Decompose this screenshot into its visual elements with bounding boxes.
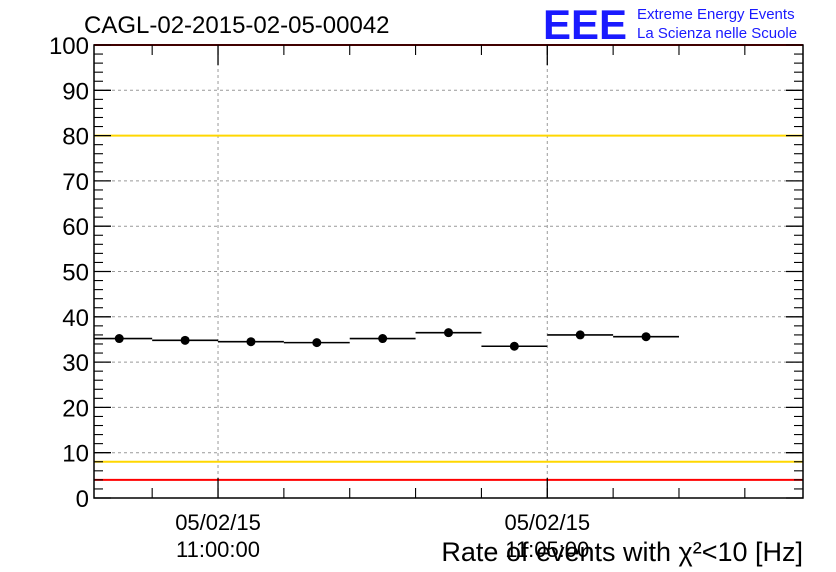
eee-logo: EEE Extreme Energy Events La Scienza nel…	[543, 1, 797, 48]
data-point	[378, 334, 388, 344]
grid-layer	[94, 45, 803, 498]
y-tick-label: 30	[62, 350, 89, 377]
y-tick-label: 20	[62, 395, 89, 422]
y-tick-label: 0	[76, 486, 89, 513]
data-series	[94, 328, 679, 351]
data-point	[180, 335, 190, 345]
eee-logo-mark: EEE	[543, 1, 627, 48]
eee-logo-line1: Extreme Energy Events	[637, 6, 795, 23]
reference-lines	[94, 44, 803, 481]
data-point	[641, 332, 651, 342]
x-tick-time-label: 11:05:00	[505, 537, 589, 562]
data-point	[312, 338, 322, 348]
chart-title: CAGL-02-2015-02-05-00042	[84, 12, 390, 39]
data-point	[114, 334, 124, 344]
x-tick-time-label: 11:00:00	[176, 537, 260, 562]
x-tick-date-label: 05/02/15	[175, 510, 261, 535]
data-point	[444, 328, 453, 338]
data-point	[509, 341, 519, 351]
eee-logo-line2: La Scienza nelle Scuole	[637, 25, 797, 42]
y-tick-label: 50	[62, 260, 89, 287]
y-tick-label: 40	[62, 305, 89, 332]
y-tick-label: 100	[49, 33, 89, 60]
y-tick-label: 70	[62, 169, 89, 196]
axes: 010203040506070809010005/02/1511:00:0005…	[49, 33, 803, 562]
y-tick-label: 90	[62, 78, 89, 105]
y-tick-label: 60	[62, 214, 89, 241]
data-point	[246, 337, 256, 347]
y-tick-label: 10	[62, 441, 89, 468]
y-tick-label: 80	[62, 124, 89, 151]
x-tick-date-label: 05/02/15	[504, 510, 590, 535]
data-point	[575, 330, 585, 340]
x-axis-label: Rate of events with χ²<10 [Hz]	[441, 537, 803, 567]
